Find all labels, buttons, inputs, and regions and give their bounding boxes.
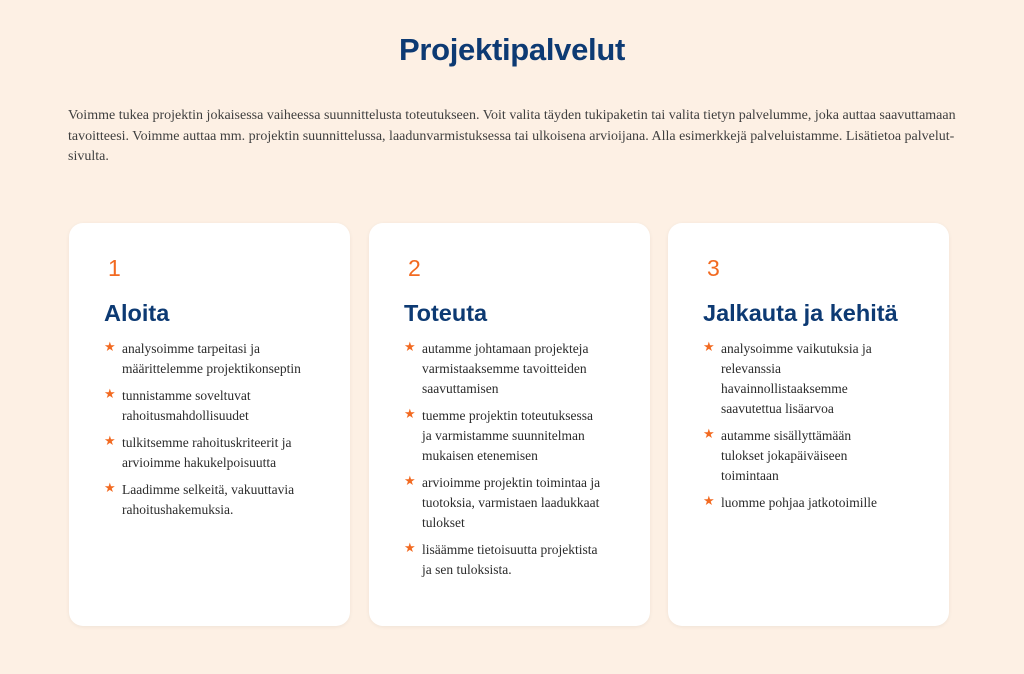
star-icon: ★ (703, 339, 715, 354)
list-item: ★ luomme pohjaa jatkotoimille (703, 493, 893, 513)
star-icon: ★ (404, 339, 416, 354)
list-item: ★ tuemme projektin toteutuksessa ja varmi… (404, 406, 604, 466)
list-item-text: arvioimme projektin toimintaa ja tuotoks… (422, 475, 601, 530)
star-icon: ★ (104, 480, 116, 495)
list-item: ★ tulkitsemme rahoituskriteerit ja arvioi… (104, 433, 324, 473)
list-item: ★ analysoimme vaikutuksia ja relevanssia … (703, 339, 893, 419)
list-item-text: analysoimme tarpeitasi ja määrittelemme … (122, 341, 301, 376)
service-card-3: 3 Jalkauta ja kehitä ★ analysoimme vaikutu… (668, 223, 949, 626)
list-item-text: tulkitsemme rahoituskriteerit ja arvioim… (122, 435, 292, 470)
card-title: Jalkauta ja kehitä (703, 300, 898, 326)
list-item: ★ lisäämme tietoisuutta projektista ja se… (404, 540, 604, 580)
step-number: 2 (408, 255, 421, 281)
list-item: ★ autamme sisällyttämään tulokset jokapäi… (703, 426, 893, 486)
service-card-2: 2 Toteuta ★ autamme johtamaan projekteja v… (369, 223, 650, 626)
service-list: ★ analysoimme tarpeitasi ja määrittelemme… (104, 339, 324, 520)
star-icon: ★ (404, 540, 416, 555)
list-item: ★ Laadimme selkeitä, vakuuttavia rahoitus… (104, 480, 324, 520)
list-item: ★ autamme johtamaan projekteja varmistaak… (404, 339, 604, 399)
list-item-text: tunnistamme soveltuvat rahoitusmahdollis… (122, 388, 251, 423)
card-title: Toteuta (404, 300, 488, 326)
list-item: ★ analysoimme tarpeitasi ja määrittelemme… (104, 339, 324, 379)
list-item-text: Laadimme selkeitä, vakuuttavia rahoitush… (122, 482, 295, 517)
service-card-1: 1 Aloita ★ analysoimme tarpeitasi ja määri… (69, 223, 350, 626)
step-number: 3 (707, 255, 720, 281)
list-item-text: luomme pohjaa jatkotoimille (721, 495, 877, 510)
star-icon: ★ (404, 406, 416, 421)
star-icon: ★ (703, 493, 715, 508)
list-item-text: autamme sisällyttämään tulokset jokapäiv… (721, 428, 852, 483)
list-item-text: analysoimme vaikutuksia ja relevanssia h… (721, 341, 872, 416)
star-icon: ★ (104, 386, 116, 401)
list-item-text: tuemme projektin toteutuksessa ja varmis… (422, 408, 593, 463)
card-title: Aloita (104, 300, 170, 326)
list-item-text: autamme johtamaan projekteja varmistaaks… (422, 341, 589, 396)
star-icon: ★ (703, 426, 715, 441)
service-list: ★ autamme johtamaan projekteja varmistaak… (404, 339, 604, 580)
list-item: ★ arvioimme projektin toimintaa ja tuotok… (404, 473, 604, 533)
page-title: Projektipalvelut (398, 32, 626, 67)
star-icon: ★ (104, 339, 116, 354)
list-item: ★ tunnistamme soveltuvat rahoitusmahdolli… (104, 386, 324, 426)
list-item-text: lisäämme tietoisuutta projektista ja sen… (422, 542, 598, 577)
intro-text: Voimme tukea projektin jokaisessa vaihee… (68, 108, 956, 164)
star-icon: ★ (404, 473, 416, 488)
star-icon: ★ (104, 433, 116, 448)
step-number: 1 (108, 255, 121, 281)
service-list: ★ analysoimme vaikutuksia ja relevanssia … (703, 339, 893, 513)
